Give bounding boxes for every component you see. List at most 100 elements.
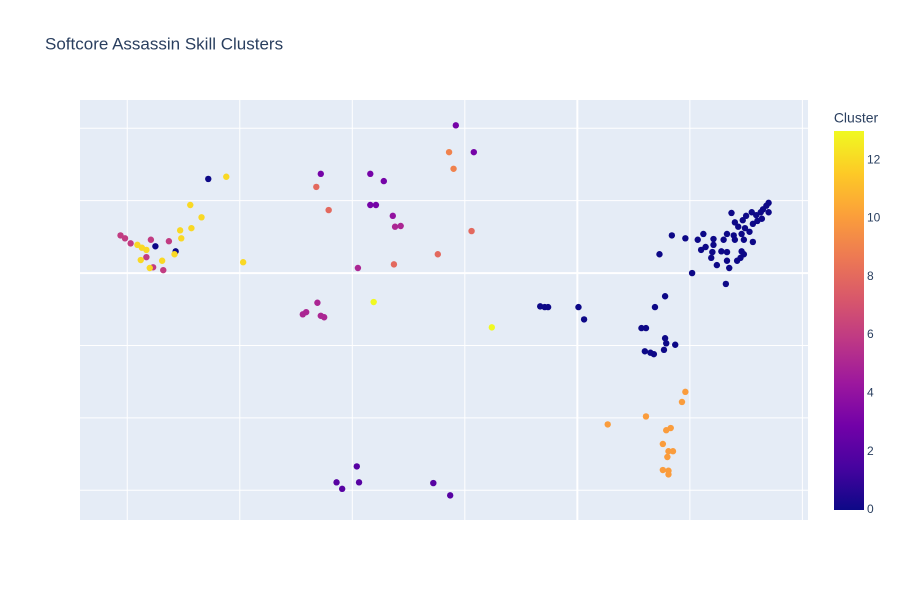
point	[726, 264, 733, 272]
point	[665, 471, 672, 478]
point	[718, 248, 725, 255]
point	[389, 212, 397, 220]
point	[663, 340, 670, 347]
point	[160, 266, 167, 274]
point	[682, 235, 689, 242]
point	[188, 224, 195, 232]
point	[320, 314, 328, 321]
colorbar-tick-label: 2	[867, 444, 874, 458]
point	[187, 201, 194, 209]
point	[152, 243, 159, 250]
point	[661, 293, 669, 300]
point	[765, 209, 772, 216]
point	[665, 448, 672, 455]
point	[678, 398, 686, 406]
point	[638, 324, 645, 332]
point	[740, 236, 748, 243]
point	[651, 303, 659, 311]
point	[746, 228, 753, 235]
colorbar	[834, 131, 864, 510]
point	[239, 259, 247, 266]
point	[660, 346, 668, 354]
point	[121, 235, 129, 242]
point	[488, 324, 496, 331]
point	[642, 413, 650, 420]
point	[158, 257, 166, 264]
point	[688, 269, 696, 277]
point	[397, 222, 404, 230]
point	[731, 219, 739, 226]
point	[710, 241, 717, 249]
point	[391, 223, 399, 230]
point	[370, 298, 377, 306]
point	[659, 440, 667, 448]
point	[380, 177, 388, 185]
point	[723, 248, 731, 256]
colorbar-tick-label: 10	[867, 211, 881, 225]
point	[742, 212, 750, 220]
point	[735, 223, 742, 230]
point	[314, 299, 321, 306]
point	[682, 388, 689, 396]
point	[694, 236, 701, 243]
point	[656, 251, 663, 258]
point	[198, 214, 205, 221]
point	[661, 335, 669, 342]
point	[733, 257, 741, 264]
colorbar-title: Cluster	[834, 110, 879, 126]
point	[223, 173, 230, 180]
point	[739, 217, 746, 224]
point	[302, 308, 310, 316]
point	[325, 206, 332, 214]
point	[723, 230, 731, 238]
point	[709, 248, 716, 256]
point	[659, 466, 667, 474]
point	[664, 453, 671, 461]
point	[710, 235, 717, 243]
point	[146, 264, 153, 272]
point	[430, 479, 437, 487]
point	[372, 201, 380, 209]
point	[354, 264, 362, 272]
point	[171, 251, 178, 258]
point	[667, 424, 674, 432]
point	[544, 303, 552, 311]
point	[697, 246, 705, 254]
point	[669, 448, 677, 455]
point	[468, 227, 475, 235]
point	[700, 230, 707, 238]
point	[575, 303, 582, 311]
point	[641, 348, 649, 355]
point	[317, 170, 324, 178]
colorbar-tick-label: 8	[867, 269, 874, 283]
point	[390, 261, 398, 268]
plot-area	[80, 100, 808, 520]
point	[445, 148, 453, 156]
point	[446, 492, 454, 499]
point	[333, 479, 340, 486]
point	[713, 261, 721, 269]
point	[143, 246, 150, 254]
point	[165, 238, 173, 245]
colorbar-tick-label: 6	[867, 327, 874, 341]
point	[723, 257, 731, 264]
point	[758, 215, 766, 222]
point	[748, 209, 755, 216]
point	[353, 463, 360, 470]
point	[127, 240, 134, 247]
point	[580, 316, 588, 323]
point	[143, 253, 150, 261]
point	[367, 170, 374, 178]
point	[731, 236, 739, 243]
point	[367, 201, 374, 209]
point	[642, 324, 650, 332]
point	[176, 227, 184, 234]
point	[355, 479, 363, 486]
point	[741, 224, 749, 232]
point	[708, 254, 715, 262]
point	[650, 350, 658, 358]
point	[313, 183, 320, 191]
point	[672, 341, 679, 348]
point	[470, 148, 478, 156]
